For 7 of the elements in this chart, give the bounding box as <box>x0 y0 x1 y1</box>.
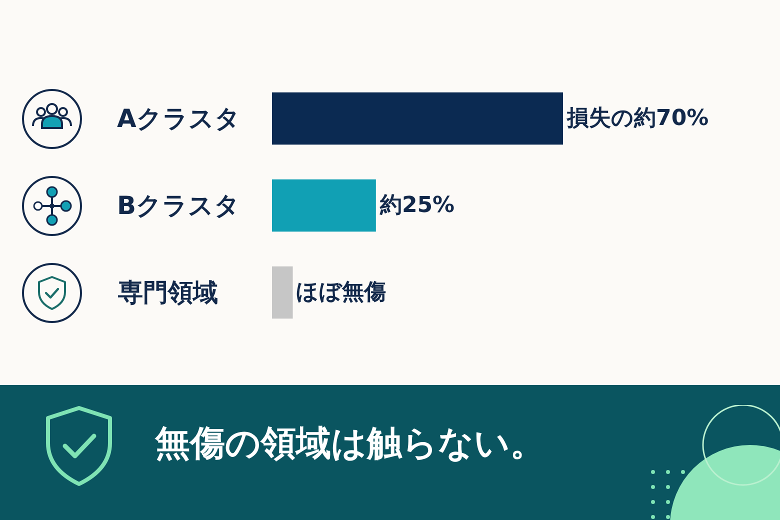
y-tick-label: Aクラスタ <box>117 104 240 133</box>
y-tick-label: 専門領域 <box>117 278 218 307</box>
data-label: ほぼ無傷 <box>296 280 386 305</box>
data-label: 損失の約70% <box>566 106 709 131</box>
text: 無傷の領域は触らない。 <box>155 423 545 465</box>
data-label: 約25% <box>378 193 455 218</box>
y-tick-label: Bクラスタ <box>117 191 240 220</box>
